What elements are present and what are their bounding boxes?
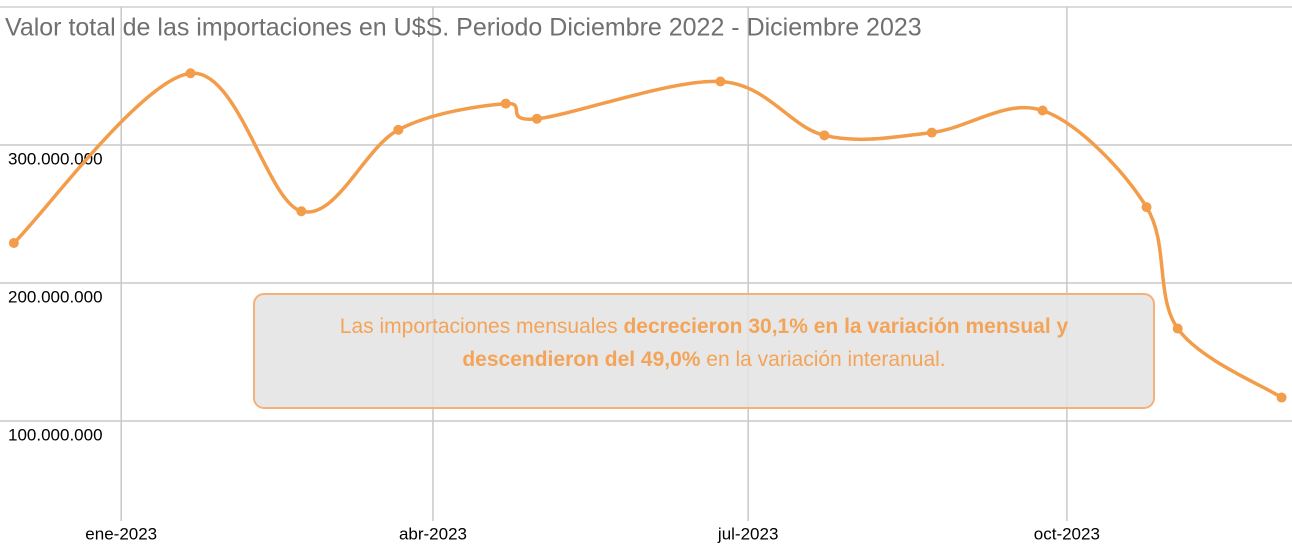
point (926, 127, 937, 138)
y-tick-label: 200.000.000 (8, 287, 103, 306)
point (1276, 392, 1287, 403)
point (8, 237, 19, 248)
grid (0, 7, 1292, 521)
point (500, 98, 511, 109)
annotation-line-1: Las importaciones mensuales decrecieron … (340, 315, 1069, 338)
y-tick-label: 300.000.000 (8, 149, 103, 168)
point (1141, 202, 1152, 213)
annotation-bold: descendieron del 49,0% (462, 348, 700, 371)
annotation-line-2: descendieron del 49,0% en la variación i… (462, 348, 945, 371)
x-tick-label: abr-2023 (399, 524, 467, 543)
annotation-text: Las importaciones mensuales (340, 315, 624, 338)
point (1037, 105, 1048, 116)
annotation-bold: decrecieron 30,1% en la variación mensua… (623, 315, 1068, 338)
plot (8, 68, 1287, 403)
x-tick-label: ene-2023 (85, 524, 157, 543)
annotation-text: en la variación interanual. (700, 348, 945, 371)
annotation-box (253, 293, 1155, 409)
point (715, 76, 726, 87)
ticks: 100.000.000 200.000.000 300.000.000 ene-202… (8, 149, 1100, 543)
point (296, 206, 307, 217)
point (185, 68, 196, 79)
point (531, 113, 542, 124)
x-tick-label: oct-2023 (1034, 524, 1100, 543)
point (819, 130, 830, 141)
point (393, 124, 404, 135)
y-tick-label: 100.000.000 (8, 425, 103, 444)
x-tick-label: jul-2023 (717, 524, 779, 543)
point (1172, 323, 1183, 334)
chart-title: Valor total de las importaciones en U$S.… (5, 14, 922, 42)
